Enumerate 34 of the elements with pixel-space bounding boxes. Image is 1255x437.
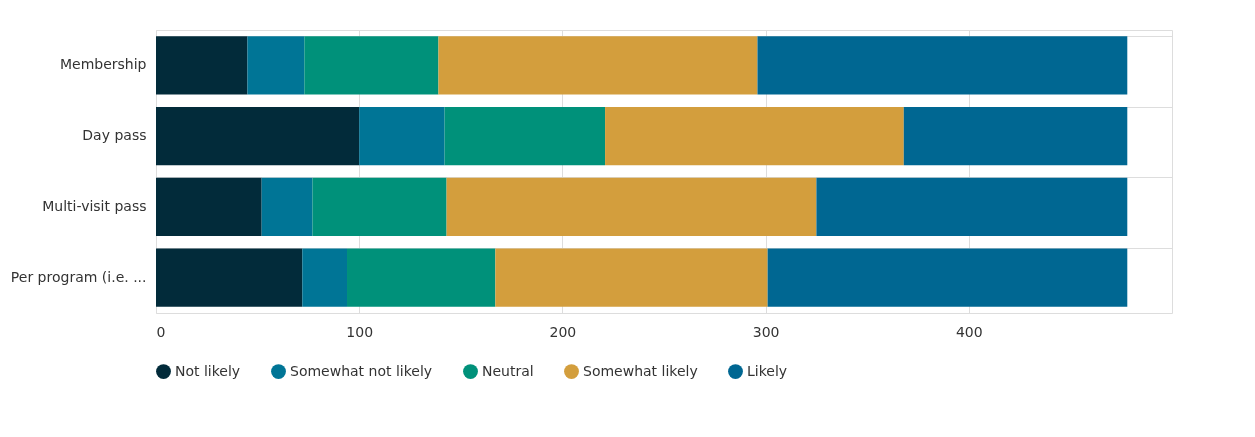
- bar: [156, 36, 248, 95]
- bar: [444, 107, 606, 166]
- bar: [359, 107, 445, 166]
- x-tick-label: 300: [752, 323, 780, 340]
- bar: [302, 248, 348, 307]
- legend-label: Not likely: [175, 362, 241, 379]
- y-tick-label: Per program (i.e. ...: [10, 268, 147, 285]
- bar: [903, 107, 1128, 166]
- bar: [261, 177, 313, 236]
- x-tick-label: 400: [955, 323, 983, 340]
- bar: [446, 177, 817, 236]
- bar: [156, 107, 360, 166]
- bar: [304, 36, 439, 95]
- y-tick-label: Day pass: [82, 127, 147, 144]
- bar: [438, 36, 758, 95]
- bar: [312, 177, 447, 236]
- legend-label: Somewhat not likely: [290, 362, 433, 379]
- bar: [816, 177, 1128, 236]
- bar: [247, 36, 305, 95]
- x-tick-label: 200: [549, 323, 577, 340]
- x-tick-label: 0: [156, 323, 166, 340]
- y-tick-label: Multi-visit pass: [42, 197, 147, 214]
- legend-label: Likely: [747, 362, 788, 379]
- bar: [347, 248, 496, 307]
- bar: [156, 248, 303, 307]
- x-tick-label: 100: [346, 323, 374, 340]
- bar: [605, 107, 904, 166]
- bar: [156, 177, 262, 236]
- bar: [495, 248, 768, 307]
- bar: [757, 36, 1128, 95]
- bar: [767, 248, 1128, 307]
- legend-label: Neutral: [482, 362, 534, 379]
- legend-label: Somewhat likely: [583, 362, 698, 379]
- y-tick-label: Membership: [59, 56, 147, 73]
